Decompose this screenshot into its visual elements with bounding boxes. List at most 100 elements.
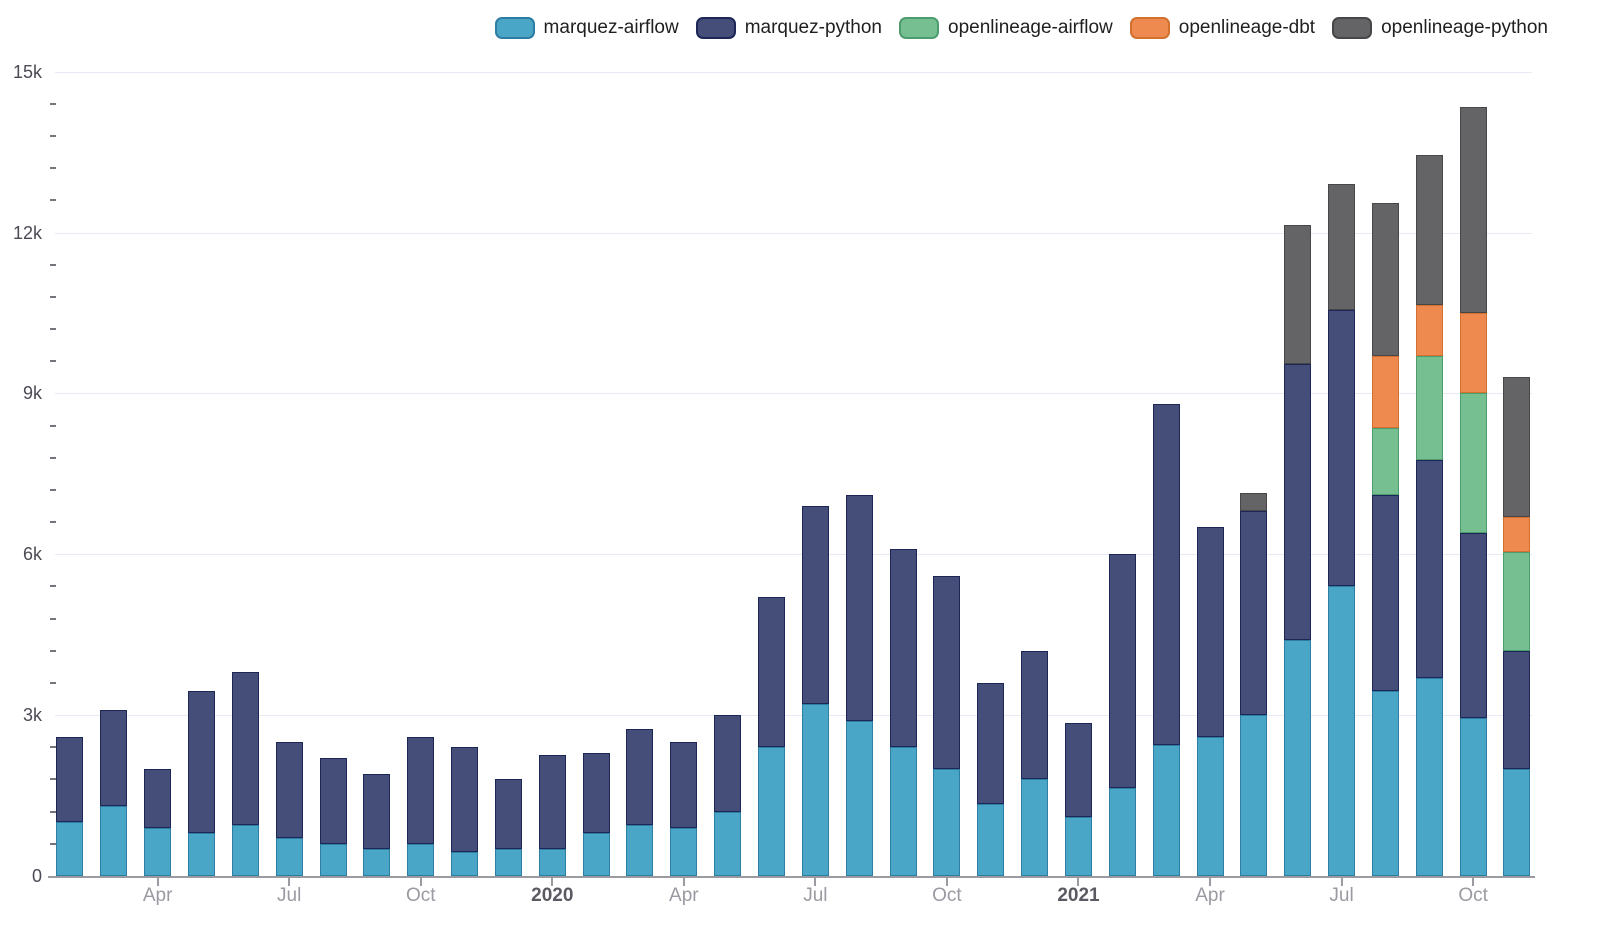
bar-segment-marquez-airflow[interactable] [538,849,566,876]
bar-segment-marquez-airflow[interactable] [144,827,172,876]
bar-segment-marquez-airflow[interactable] [275,838,303,876]
bar-segment-marquez-airflow[interactable] [1284,640,1312,876]
gridline-15k [55,71,1532,73]
bar-segment-marquez-airflow[interactable] [801,704,829,876]
x-axis-label: Oct [932,885,962,906]
bar-segment-marquez-python[interactable] [451,747,479,852]
bar-segment-marquez-python[interactable] [1459,532,1487,718]
bar-segment-marquez-python[interactable] [1064,723,1092,817]
bar-segment-openlineage-python[interactable] [1284,224,1312,364]
bar-segment-marquez-airflow[interactable] [1503,768,1531,876]
bar-segment-marquez-python[interactable] [187,691,215,834]
bar-segment-marquez-python[interactable] [407,736,435,844]
bar-segment-marquez-python[interactable] [1284,363,1312,641]
bar-segment-marquez-airflow[interactable] [494,849,522,876]
bar-segment-openlineage-python[interactable] [1459,106,1487,313]
bar-segment-marquez-airflow[interactable] [1371,691,1399,876]
y-minor-tick [50,617,56,620]
bar-segment-openlineage-python[interactable] [1371,203,1399,356]
bar-segment-marquez-airflow[interactable] [451,851,479,876]
bar-segment-marquez-airflow[interactable] [1021,779,1049,876]
bar-segment-openlineage-python[interactable] [1240,492,1268,512]
bar-segment-marquez-python[interactable] [1196,527,1224,737]
bar-segment-openlineage-airflow[interactable] [1503,551,1531,651]
bar-segment-openlineage-airflow[interactable] [1415,355,1443,461]
y-minor-tick [50,167,56,170]
bar-segment-marquez-airflow[interactable] [187,833,215,876]
bar-segment-openlineage-python[interactable] [1328,184,1356,311]
bar-segment-marquez-airflow[interactable] [1415,677,1443,876]
legend-item-openlineage-dbt[interactable]: openlineage-dbt [1129,17,1315,39]
bar-segment-openlineage-airflow[interactable] [1459,393,1487,533]
bar-segment-marquez-airflow[interactable] [1064,817,1092,876]
bar-segment-openlineage-dbt[interactable] [1459,312,1487,394]
bar-segment-marquez-python[interactable] [1108,554,1136,788]
bar-segment-marquez-python[interactable] [933,575,961,769]
bar-segment-marquez-airflow[interactable] [1108,787,1136,876]
bar-segment-marquez-airflow[interactable] [845,720,873,876]
bar-segment-marquez-airflow[interactable] [758,747,786,876]
bar-segment-marquez-python[interactable] [144,768,172,828]
bar-segment-marquez-airflow[interactable] [1459,717,1487,876]
bar-segment-marquez-airflow[interactable] [626,825,654,876]
legend-item-marquez-airflow[interactable]: marquez-airflow [494,17,679,39]
bar-segment-openlineage-dbt[interactable] [1503,516,1531,552]
bar-segment-marquez-python[interactable] [1021,650,1049,780]
x-axis-label: Jul [803,885,828,906]
bar-segment-marquez-python[interactable] [100,709,128,807]
bar-segment-marquez-python[interactable] [538,755,566,850]
bar-segment-marquez-python[interactable] [1328,310,1356,587]
bar-segment-openlineage-dbt[interactable] [1415,304,1443,356]
bar-segment-marquez-python[interactable] [626,728,654,826]
bar-segment-marquez-python[interactable] [231,672,259,826]
bar-segment-marquez-python[interactable] [1152,404,1180,745]
bar-segment-marquez-python[interactable] [1415,460,1443,678]
legend-label: marquez-airflow [543,17,679,38]
bar-segment-marquez-airflow[interactable] [1152,744,1180,876]
bar-segment-marquez-airflow[interactable] [933,768,961,876]
bar-segment-marquez-python[interactable] [582,752,610,834]
bar-segment-marquez-airflow[interactable] [319,843,347,876]
bar-segment-marquez-airflow[interactable] [582,833,610,876]
bar-segment-marquez-airflow[interactable] [1240,715,1268,876]
bar-segment-marquez-airflow[interactable] [670,827,698,876]
x-axis-tick [551,878,554,886]
bar-segment-marquez-python[interactable] [977,682,1005,804]
bar-segment-openlineage-python[interactable] [1503,377,1531,517]
bar-segment-marquez-airflow[interactable] [977,803,1005,876]
bar-segment-marquez-python[interactable] [494,779,522,850]
legend-item-openlineage-airflow[interactable]: openlineage-airflow [899,17,1113,39]
bar-segment-marquez-python[interactable] [1240,511,1268,716]
bar-segment-marquez-airflow[interactable] [714,811,742,876]
bar-segment-marquez-python[interactable] [319,758,347,844]
bar-segment-marquez-airflow[interactable] [1328,586,1356,876]
bar-segment-marquez-airflow[interactable] [231,825,259,876]
legend-item-marquez-python[interactable]: marquez-python [695,17,882,39]
x-axis-label: Oct [405,885,436,906]
bar-segment-marquez-airflow[interactable] [56,822,84,876]
bar-segment-openlineage-dbt[interactable] [1371,355,1399,429]
bar-segment-marquez-airflow[interactable] [1196,736,1224,876]
x-axis-tick [1472,878,1475,886]
bar-segment-marquez-python[interactable] [758,597,786,748]
bar-segment-marquez-python[interactable] [363,774,391,850]
bar-segment-marquez-python[interactable] [1503,650,1531,769]
bar-segment-marquez-python[interactable] [670,741,698,828]
bar-segment-marquez-python[interactable] [56,736,84,823]
bar-segment-openlineage-python[interactable] [1415,154,1443,305]
legend-label: openlineage-airflow [948,17,1113,38]
bar-segment-marquez-airflow[interactable] [100,806,128,876]
legend-swatch-icon [1332,17,1373,39]
bar-segment-marquez-airflow[interactable] [889,747,917,876]
gridline-9k [55,393,1532,395]
bar-segment-marquez-python[interactable] [714,715,742,812]
legend-item-openlineage-python[interactable]: openlineage-python [1332,17,1548,39]
bar-segment-marquez-python[interactable] [1371,495,1399,691]
bar-segment-marquez-airflow[interactable] [363,849,391,876]
bar-segment-marquez-python[interactable] [801,506,829,705]
bar-segment-marquez-python[interactable] [275,741,303,839]
bar-segment-openlineage-airflow[interactable] [1371,428,1399,496]
bar-segment-marquez-python[interactable] [845,495,873,721]
bar-segment-marquez-python[interactable] [889,548,917,748]
bar-segment-marquez-airflow[interactable] [407,843,435,876]
